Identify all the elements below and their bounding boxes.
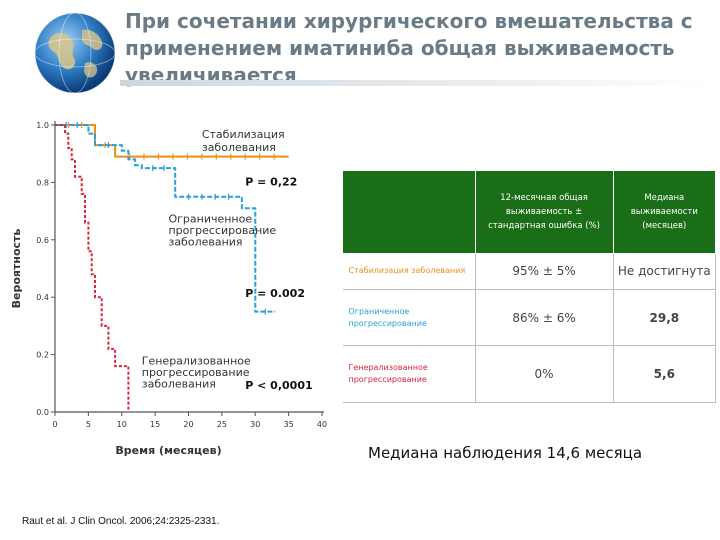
series-line-3 (55, 124, 130, 412)
p-values: P = 0,22 P = 0.002 P < 0,0001 (245, 175, 312, 392)
row-survival-value: 86% ± 6% (475, 289, 614, 347)
series-annotation: заболевания (168, 236, 242, 249)
table-header-12-month-survival: 12-месячная общая выживаемость ± стандар… (474, 170, 614, 254)
series-line-2 (55, 124, 276, 313)
x-axis-label: Время (месяцев) (115, 444, 221, 457)
series-annotation: Ограниченное (168, 213, 252, 226)
x-tick-label: 35 (284, 420, 294, 429)
row-group-label: Генерализованное прогрессирование (342, 345, 476, 403)
y-axis-label: Вероятность (10, 229, 23, 309)
title-underline (120, 80, 710, 86)
series-lines (55, 122, 289, 412)
x-axis-ticks: 0 5 10 15 20 25 30 35 40 (52, 412, 327, 429)
y-tick-label: 0.6 (36, 236, 49, 245)
y-axis-ticks: 0.0 0.2 0.4 0.6 0.8 1.0 (36, 121, 55, 417)
series-annotations: СтабилизациязаболеванияОграниченноепрогр… (142, 128, 285, 391)
table-row: Стабилизация заболевания 95% ± 5% Не дос… (342, 253, 717, 290)
x-tick-label: 15 (150, 420, 160, 429)
slide-title: При сочетании хирургического вмешательст… (125, 9, 693, 87)
series-annotation: Стабилизация (202, 128, 285, 141)
row-median-value: Не достигнута (613, 253, 717, 290)
table-header-row: 12-месячная общая выживаемость ± стандар… (342, 170, 717, 254)
table-row: Ограниченное прогрессирование 86% ± 6% 2… (342, 289, 717, 347)
survival-chart: 0.0 0.2 0.4 0.6 0.8 1.0 0 5 10 15 20 25 30 35 40 Веро… (10, 121, 327, 457)
x-tick-label: 40 (317, 420, 327, 429)
series-annotation: прогрессирование (168, 224, 276, 237)
series-annotation: Генерализованное (142, 355, 251, 368)
table-row: Генерализованное прогрессирование 0% 5,6 (342, 345, 717, 403)
x-tick-label: 5 (86, 420, 91, 429)
p-value-label: P < 0,0001 (245, 379, 312, 392)
p-value-label: P = 0.002 (245, 287, 305, 300)
y-tick-label: 0.0 (36, 408, 49, 417)
row-survival-value: 0% (475, 345, 614, 403)
y-tick-label: 1.0 (36, 121, 49, 130)
series-annotation: заболевания (142, 378, 216, 391)
x-tick-label: 10 (117, 420, 127, 429)
series-annotation: заболевания (202, 141, 276, 154)
table-header-empty (342, 170, 476, 254)
row-median-value: 29,8 (613, 289, 717, 347)
globe-logo-icon (34, 12, 116, 94)
p-value-label: P = 0,22 (245, 175, 297, 188)
y-tick-label: 0.8 (36, 178, 49, 187)
x-tick-label: 25 (217, 420, 227, 429)
row-median-value: 5,6 (613, 345, 717, 403)
survival-table: 12-месячная общая выживаемость ± стандар… (342, 170, 717, 403)
x-tick-label: 30 (250, 420, 260, 429)
y-tick-label: 0.2 (36, 351, 49, 360)
row-group-label: Стабилизация заболевания (342, 253, 476, 290)
citation-text: Raut et al. J Clin Oncol. 2006;24:2325-2… (22, 516, 220, 527)
row-survival-value: 95% ± 5% (475, 253, 614, 290)
table-header-median-survival: Медиана выживаемости (месяцев) (612, 170, 717, 254)
x-tick-label: 0 (52, 420, 57, 429)
row-group-label: Ограниченное прогрессирование (342, 289, 476, 347)
median-followup-text: Медиана наблюдения 14,6 месяца (368, 444, 643, 462)
y-tick-label: 0.4 (36, 293, 49, 302)
series-annotation: прогрессирование (142, 366, 250, 379)
x-tick-label: 20 (183, 420, 193, 429)
